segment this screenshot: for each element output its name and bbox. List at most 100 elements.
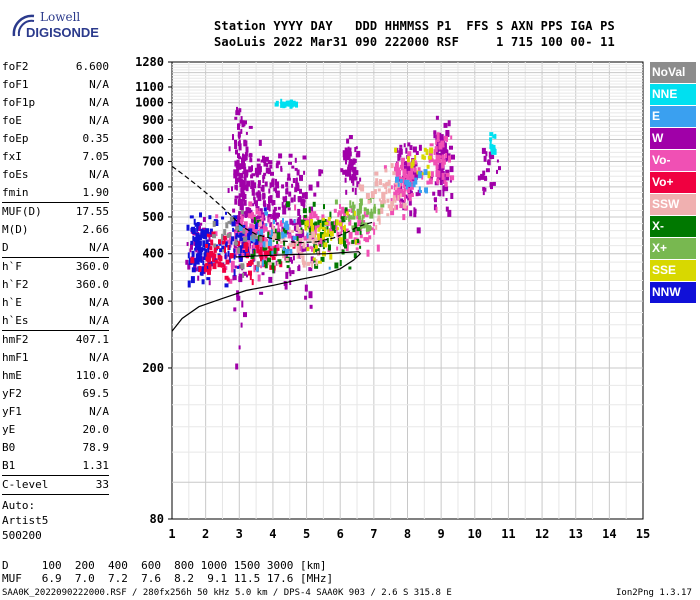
echo-point-w [262,174,266,179]
echo-point-nnw [201,279,205,285]
echo-point-sse [324,228,326,234]
echo-point-x- [344,233,347,240]
echo-point-nnw [237,265,240,269]
echo-point-x- [380,201,385,208]
echo-point-w [399,144,403,148]
echo-point-w [313,192,317,197]
echo-point-nnw [202,257,207,260]
echo-point-nnw [217,253,221,259]
echo-point-w [438,162,442,169]
param-row-foep: foEp 0.35 [2,130,112,148]
echo-point-nnw [195,243,199,248]
echo-point-vo- [308,216,313,223]
echo-point-w [234,160,238,167]
echo-point-w [275,222,279,226]
echo-point-x- [359,230,362,235]
echo-point-nnw [198,243,202,247]
echo-point-w [445,169,450,174]
echo-point-w [246,246,250,253]
echo-point-w [290,197,294,202]
echo-point-vo- [214,231,218,237]
echo-point-noval [212,234,216,239]
echo-point-w [276,160,281,165]
echo-point-w [343,153,347,159]
echo-point-vo- [395,175,399,180]
echo-point-nnw [190,227,193,232]
echo-point-x- [328,244,331,251]
echo-point-ssw [396,181,401,188]
echo-point-w [349,175,354,181]
echo-point-vo- [443,135,448,141]
echo-point-w [233,229,236,234]
echo-point-vo- [248,240,251,246]
echo-point-nnw [213,219,218,224]
echo-point-x- [352,212,356,217]
echo-point-w [445,130,450,136]
echo-point-w [436,155,440,161]
echo-point-vo- [244,229,249,236]
echo-point-x- [301,219,306,225]
echo-point-noval [212,220,216,227]
echo-point-w [248,153,253,158]
echo-point-nnw [228,255,231,263]
echo-point-vo- [308,223,313,230]
echo-point-w [193,240,197,246]
echo-point-w [447,153,451,160]
echo-point-nnw [199,269,202,276]
echo-point-nne [283,101,287,108]
echo-point-ssw [378,198,381,202]
echo-point-w [440,169,444,174]
echo-point-w [438,168,442,175]
echo-point-w [241,180,245,183]
echo-point-w [235,172,240,177]
echo-point-w [240,188,245,192]
echo-point-vo- [266,250,270,256]
echo-point-nnw [248,228,253,236]
echo-point-vo- [225,266,228,271]
echo-point-vo- [208,264,212,269]
echo-point-nnw [239,245,243,250]
echo-point-x- [312,201,316,207]
echo-point-vo- [398,193,401,198]
echo-point-w [234,235,238,243]
echo-point-w [258,237,263,244]
echo-point-w [297,196,302,203]
echo-point-w [281,231,284,236]
echo-point-x- [256,219,261,223]
echo-point-w [441,171,445,177]
echo-point-w [243,140,248,147]
echo-point-w [237,173,241,176]
echo-point-w [496,169,498,174]
echo-point-w [236,159,240,165]
echo-point-e [252,234,256,242]
echo-point-x- [296,236,299,244]
echo-point-nnw [196,222,200,226]
echo-point-w [244,194,247,199]
echo-point-w [309,233,314,240]
echo-point-vo- [408,177,412,182]
legend-item-x-: X+ [650,238,696,259]
echo-point-noval [237,247,241,254]
echo-point-w [194,257,198,264]
echo-point-ssw [385,189,388,195]
echo-point-nnw [197,234,201,241]
echo-point-w [236,230,240,234]
echo-point-w [263,212,265,218]
echo-point-nnw [200,229,205,236]
echo-point-vo- [268,248,273,252]
echo-point-vo- [227,245,230,250]
echo-point-vo- [404,195,406,202]
echo-point-w [234,198,238,205]
echo-point-e [285,220,289,225]
echo-point-noval [240,210,244,215]
echo-point-w [397,156,401,161]
param-row-hme: hmE 110.0 [2,367,112,385]
echo-point-w [256,219,261,224]
echo-point-vo- [223,238,226,244]
echo-point-nnw [191,250,195,257]
echo-point-nnw [233,215,238,220]
echo-point-w [260,159,264,163]
echo-point-ssw [264,241,268,248]
echo-point-w [231,186,233,192]
echo-point-w [353,176,358,181]
